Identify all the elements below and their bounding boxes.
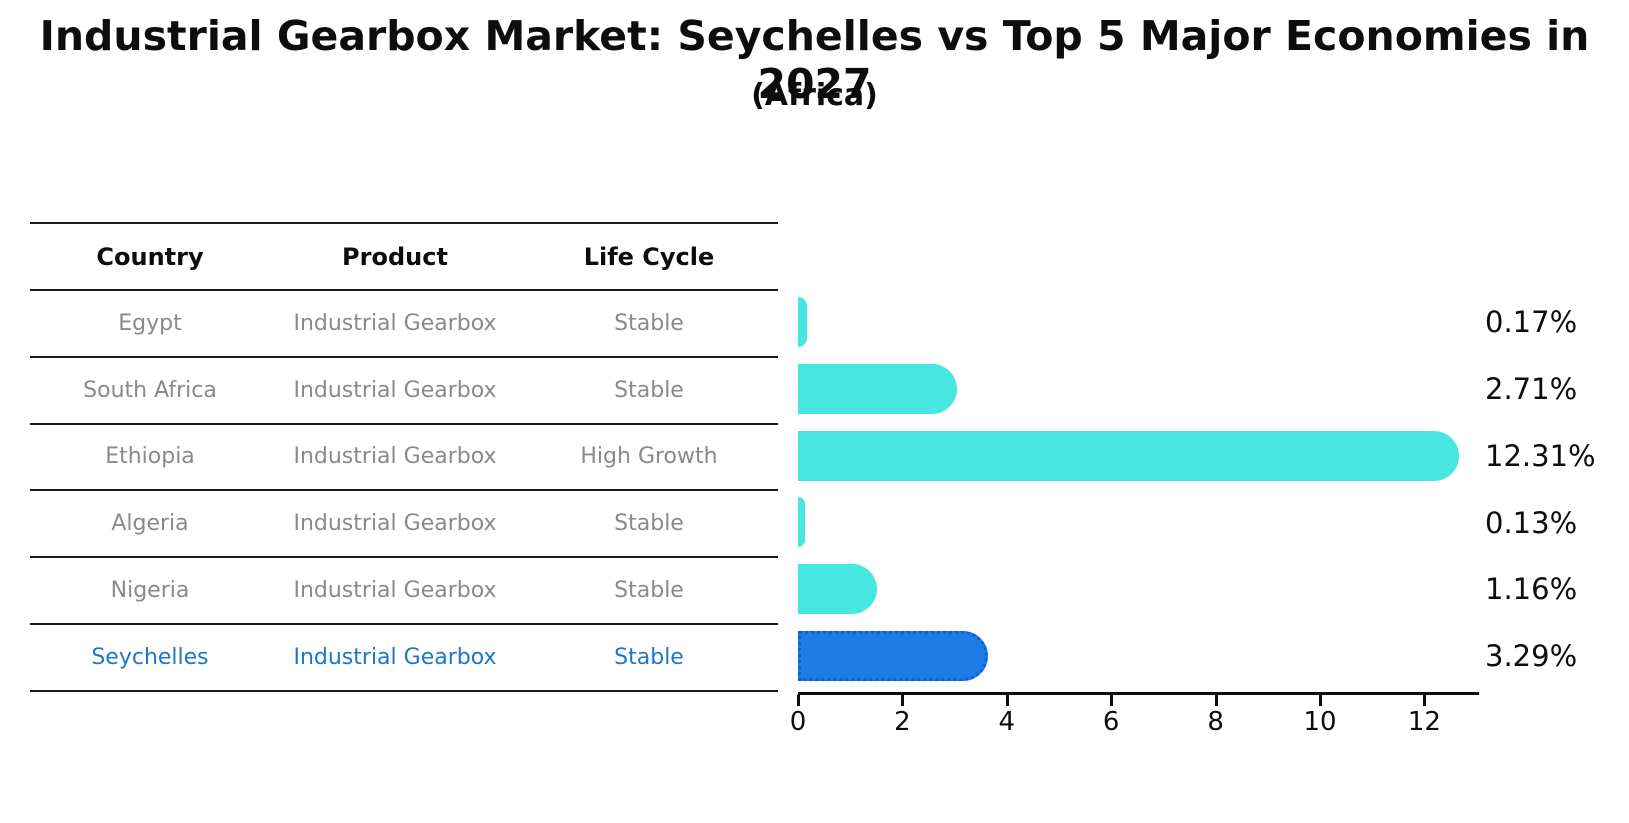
table-cell-product: Industrial Gearbox [293, 444, 497, 470]
bar-ethiopia [798, 430, 1459, 481]
x-tick-label: 6 [1102, 707, 1120, 737]
country-table: Country Product Life Cycle Egypt Industri… [30, 222, 778, 692]
table-cell-life-cycle: Stable [614, 310, 684, 336]
x-tick-label: 8 [1207, 707, 1224, 737]
table-row-algeria: Algeria Industrial Gearbox Stable [30, 491, 778, 558]
x-tick-label: 4 [998, 707, 1016, 737]
table-header-product: Product [342, 242, 448, 271]
table-header-row: Country Product Life Cycle [30, 222, 778, 291]
table-header-lifecycle: Life Cycle [583, 242, 715, 271]
x-tick-mark [797, 695, 800, 706]
table-cell-country: Algeria [111, 511, 189, 537]
table-cell-country: South Africa [83, 377, 217, 403]
table-cell-country: Seychelles [91, 644, 209, 670]
value-label-south-africa: 2.71% [1485, 372, 1578, 407]
x-tick-label: 10 [1303, 707, 1337, 737]
table-cell-country: Egypt [118, 310, 182, 336]
value-label-egypt: 0.17% [1485, 305, 1578, 340]
bar-south-africa [798, 363, 958, 414]
table-row-seychelles: Seychelles Industrial Gearbox Stable [30, 625, 778, 692]
table-row-egypt: Egypt Industrial Gearbox Stable [30, 291, 778, 358]
table-cell-product: Industrial Gearbox [293, 511, 497, 537]
table-cell-life-cycle: Stable [614, 377, 684, 403]
chart-subtitle: (Africa) [751, 78, 878, 113]
table-cell-country: Ethiopia [105, 444, 195, 470]
table-cell-life-cycle: Stable [614, 644, 684, 670]
x-tick-mark [901, 695, 905, 706]
x-tick-mark [1319, 695, 1322, 706]
table-cell-life-cycle: High Growth [580, 444, 718, 470]
x-tick-label: 2 [894, 707, 911, 737]
x-tick-label: 12 [1407, 707, 1441, 737]
bar-egypt [798, 297, 807, 347]
table-cell-product: Industrial Gearbox [293, 377, 497, 403]
x-tick-mark [1214, 695, 1218, 706]
value-label-nigeria: 1.16% [1485, 572, 1578, 607]
table-cell-country: Nigeria [110, 577, 190, 603]
table-row-nigeria: Nigeria Industrial Gearbox Stable [30, 558, 778, 625]
x-tick-mark [1110, 695, 1114, 706]
table-cell-life-cycle: Stable [614, 511, 684, 537]
table-row-south-africa: South Africa Industrial Gearbox Stable [30, 358, 778, 425]
table-cell-product: Industrial Gearbox [293, 577, 497, 603]
value-label-algeria: 0.13% [1485, 505, 1578, 540]
table-cell-product: Industrial Gearbox [293, 310, 497, 336]
x-axis-line [798, 692, 1479, 695]
bar-nigeria [798, 564, 877, 614]
table-cell-life-cycle: Stable [614, 577, 684, 603]
chart-title: Industrial Gearbox Market: Seychelles vs… [39, 12, 1590, 108]
x-tick-mark [1423, 695, 1427, 706]
table-body: Egypt Industrial Gearbox Stable South Afric… [30, 291, 778, 692]
table-cell-product: Industrial Gearbox [293, 644, 497, 670]
table-row-ethiopia: Ethiopia Industrial Gearbox High Growth [30, 425, 778, 492]
table-header-country: Country [96, 242, 204, 271]
x-tick-label: 0 [789, 707, 807, 737]
value-label-column: 0.17% 2.71% 12.31% 0.13% 1.16% 3.29% [1485, 289, 1596, 690]
bar-algeria [798, 497, 805, 548]
x-axis: 0 2 4 6 8 10 12 [790, 692, 1498, 752]
bar-seychelles [798, 630, 988, 681]
value-label-ethiopia: 12.31% [1485, 438, 1596, 473]
x-tick-mark [1005, 695, 1009, 706]
value-label-seychelles: 3.29% [1485, 639, 1578, 674]
